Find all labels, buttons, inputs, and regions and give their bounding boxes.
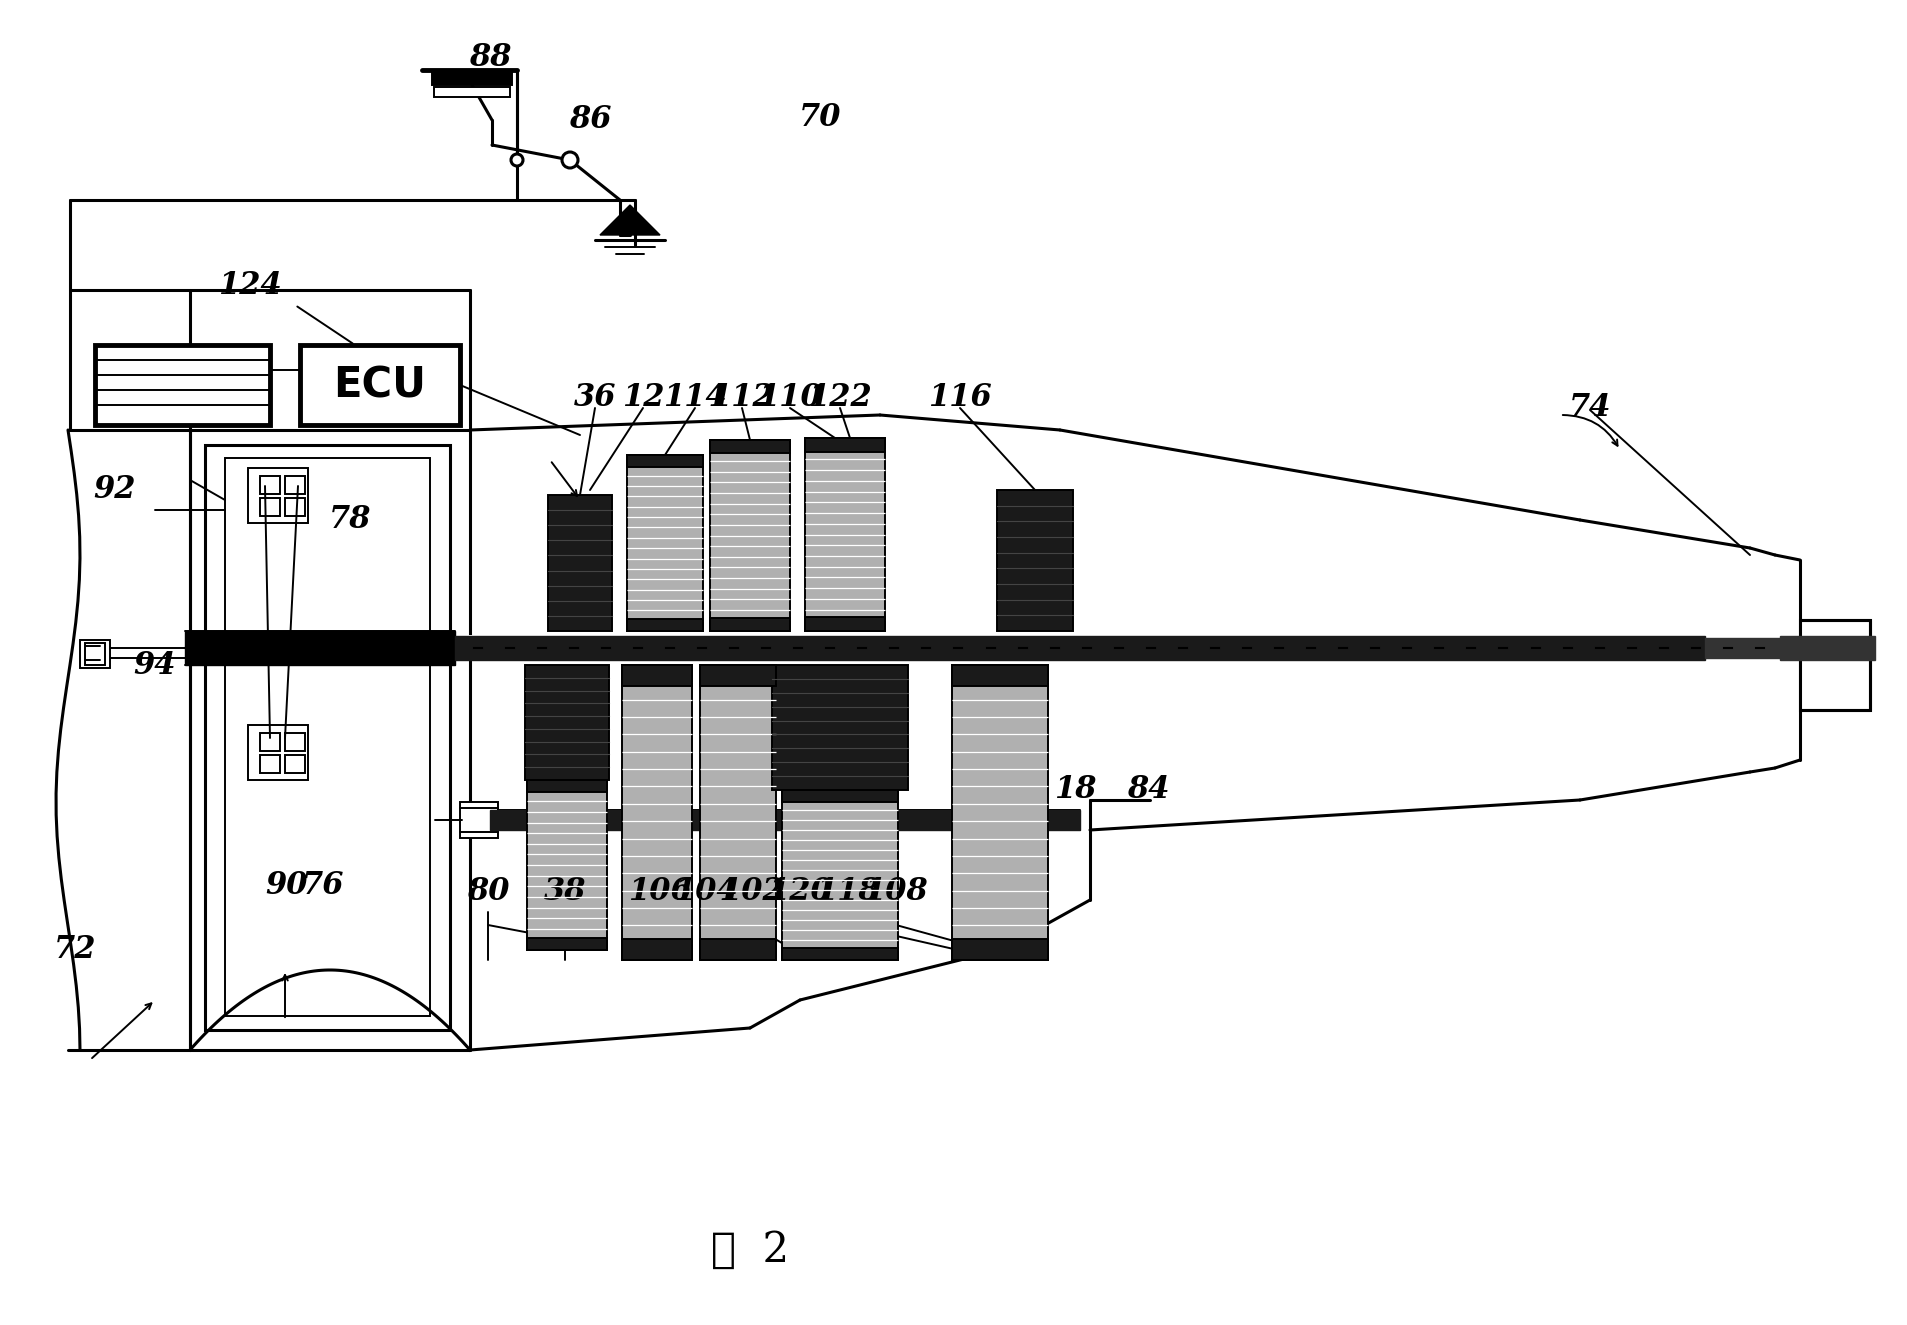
Bar	[627, 619, 702, 631]
Bar	[1779, 636, 1875, 660]
Bar	[204, 445, 450, 1030]
Text: 78: 78	[328, 505, 372, 535]
Bar	[997, 490, 1072, 631]
Bar	[709, 617, 789, 631]
Circle shape	[563, 152, 578, 168]
Text: 124: 124	[217, 269, 282, 301]
Text: 86: 86	[568, 105, 610, 135]
Bar	[547, 496, 612, 631]
Bar	[782, 790, 898, 961]
Bar	[952, 939, 1047, 961]
Bar	[627, 454, 702, 468]
Bar	[709, 440, 789, 631]
Bar	[952, 665, 1047, 685]
Bar	[772, 665, 908, 790]
Bar	[805, 617, 885, 631]
Bar	[454, 636, 1705, 660]
Bar	[460, 802, 498, 837]
Bar	[284, 476, 305, 494]
Bar	[805, 439, 885, 452]
Bar	[248, 468, 307, 523]
Text: 18: 18	[1053, 775, 1097, 806]
Text: ECU: ECU	[334, 364, 427, 407]
Bar	[622, 665, 692, 961]
Text: 12: 12	[622, 383, 664, 413]
Text: 88: 88	[469, 42, 511, 73]
Bar	[95, 344, 271, 425]
Bar	[490, 810, 1079, 829]
Bar	[225, 458, 429, 1016]
Bar	[80, 640, 111, 668]
Bar	[782, 949, 898, 961]
Bar	[259, 733, 280, 751]
Text: 104: 104	[673, 877, 738, 908]
Bar	[952, 665, 1047, 961]
Bar	[299, 344, 460, 425]
Bar	[526, 938, 606, 950]
Circle shape	[511, 154, 523, 166]
Bar	[284, 498, 305, 515]
Bar	[700, 665, 776, 685]
Bar	[700, 939, 776, 961]
Bar	[1705, 639, 1823, 659]
Bar	[248, 725, 307, 780]
Bar	[627, 454, 702, 631]
Text: 80: 80	[467, 877, 509, 908]
Text: 36: 36	[574, 383, 616, 413]
Polygon shape	[599, 205, 660, 235]
Text: 102: 102	[719, 877, 784, 908]
Bar	[526, 780, 606, 792]
Text: 92: 92	[93, 474, 135, 506]
Bar	[1798, 620, 1869, 710]
Text: 38: 38	[543, 877, 585, 908]
Bar	[259, 755, 280, 772]
Bar	[622, 665, 692, 685]
Text: 84: 84	[1127, 775, 1169, 806]
Bar	[622, 939, 692, 961]
Bar	[259, 476, 280, 494]
Bar	[526, 780, 606, 950]
Bar	[185, 631, 454, 665]
Bar	[433, 87, 509, 97]
Text: 116: 116	[927, 383, 992, 413]
Bar	[431, 70, 511, 85]
Bar	[782, 790, 898, 802]
Text: 106: 106	[627, 877, 692, 908]
Bar	[709, 440, 789, 453]
Text: 94: 94	[133, 649, 175, 681]
Bar	[284, 755, 305, 772]
Text: 图  2: 图 2	[711, 1230, 789, 1271]
Text: 114: 114	[664, 383, 727, 413]
Text: 122: 122	[809, 383, 871, 413]
Text: 90: 90	[265, 869, 309, 901]
Bar	[700, 665, 776, 961]
Text: 120: 120	[769, 877, 831, 908]
Bar	[259, 498, 280, 515]
Text: 110: 110	[757, 383, 822, 413]
Text: 118: 118	[816, 877, 879, 908]
Bar	[524, 665, 608, 780]
Text: 112: 112	[709, 383, 774, 413]
Text: 74: 74	[1568, 392, 1610, 424]
Bar	[805, 439, 885, 631]
Text: 108: 108	[864, 877, 927, 908]
Text: 72: 72	[53, 934, 95, 966]
Text: 76: 76	[301, 869, 343, 901]
Text: 70: 70	[799, 102, 841, 134]
Bar	[86, 643, 105, 665]
Bar	[284, 733, 305, 751]
